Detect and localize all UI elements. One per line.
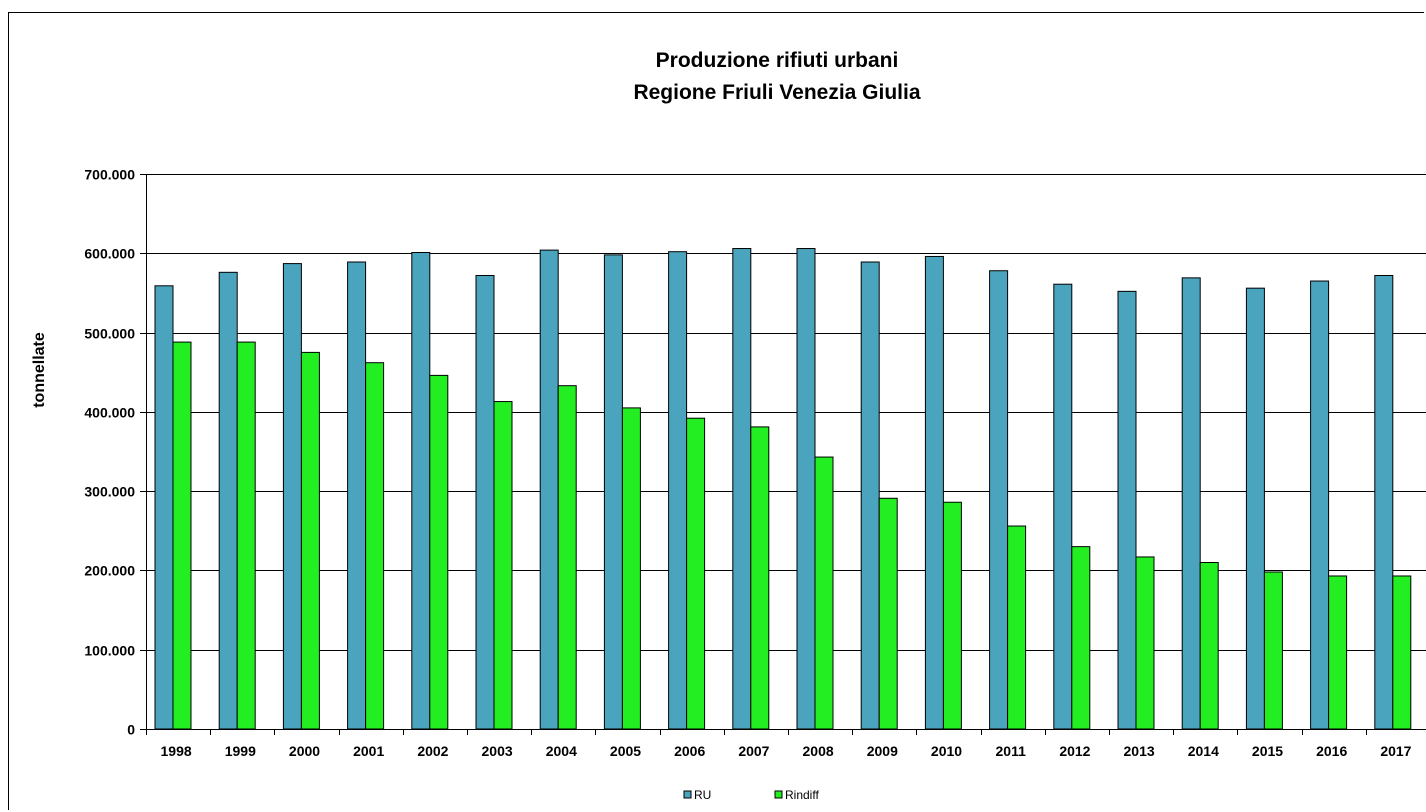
x-tick-label: 2001 — [353, 743, 384, 759]
bar-rindiff-2014 — [1200, 563, 1218, 730]
bar-ru-1999 — [219, 272, 237, 729]
bar-ru-2007 — [733, 249, 751, 729]
x-tick-label: 2008 — [803, 743, 834, 759]
bar-ru-2002 — [412, 252, 430, 729]
y-tick-label: 300.000 — [84, 484, 135, 500]
bar-ru-2016 — [1311, 281, 1329, 729]
gridlines — [146, 175, 1426, 651]
x-tick-label: 2014 — [1188, 743, 1219, 759]
bar-rindiff-2004 — [558, 386, 576, 729]
bar-rindiff-2003 — [494, 402, 512, 729]
bar-rindiff-1998 — [173, 342, 191, 729]
bar-ru-2008 — [797, 249, 815, 729]
bar-ru-2012 — [1054, 284, 1072, 729]
legend-swatch-rindiff — [775, 791, 782, 798]
bar-ru-1998 — [155, 286, 173, 729]
bar-ru-2005 — [604, 255, 622, 729]
legend: RU Rindiff — [684, 788, 819, 802]
bar-ru-2011 — [990, 271, 1008, 729]
bar-rindiff-1999 — [237, 342, 255, 729]
bar-rindiff-2012 — [1072, 547, 1090, 729]
bar-ru-2000 — [283, 264, 301, 729]
bar-rindiff-2006 — [687, 418, 705, 729]
legend-swatch-ru — [684, 791, 691, 798]
y-tick-label: 200.000 — [84, 563, 135, 579]
legend-label-ru: RU — [694, 788, 711, 802]
y-tick-label: 500.000 — [84, 326, 135, 342]
bar-rindiff-2015 — [1264, 572, 1282, 729]
x-tick-label: 2013 — [1124, 743, 1155, 759]
x-tick-label: 2007 — [738, 743, 769, 759]
x-tick-label: 2000 — [289, 743, 320, 759]
bar-rindiff-2007 — [751, 427, 769, 729]
bar-rindiff-2005 — [622, 408, 640, 729]
y-tick-label: 600.000 — [84, 246, 135, 262]
x-tick-label: 2015 — [1252, 743, 1283, 759]
bar-ru-2015 — [1246, 288, 1264, 729]
bar-rindiff-2009 — [879, 498, 897, 729]
bar-rindiff-2000 — [301, 352, 319, 729]
bar-ru-2009 — [861, 262, 879, 729]
y-tick-label: 100.000 — [84, 643, 135, 659]
x-tick-label: 2012 — [1059, 743, 1090, 759]
x-tick-label: 2003 — [482, 743, 513, 759]
bar-ru-2010 — [925, 256, 943, 729]
bar-ru-2014 — [1182, 278, 1200, 729]
x-tick-label: 2016 — [1316, 743, 1347, 759]
x-tick-label: 2010 — [931, 743, 962, 759]
bar-ru-2003 — [476, 275, 494, 729]
bar-rindiff-2001 — [366, 363, 384, 729]
legend-label-rindiff: Rindiff — [785, 788, 819, 802]
bar-ru-2006 — [669, 252, 687, 729]
bar-ru-2013 — [1118, 291, 1136, 729]
x-tick-label: 2017 — [1380, 743, 1411, 759]
x-tick-label: 2011 — [996, 743, 1027, 759]
x-tick-label: 1998 — [161, 743, 192, 759]
y-tick-label: 0 — [127, 722, 135, 738]
x-tick-label: 1999 — [225, 743, 256, 759]
bar-rindiff-2002 — [430, 375, 448, 729]
bar-ru-2001 — [348, 262, 366, 729]
bar-rindiff-2017 — [1393, 576, 1411, 729]
bar-ru-2017 — [1375, 275, 1393, 729]
bar-rindiff-2011 — [1008, 526, 1026, 729]
x-tick-label: 2002 — [417, 743, 448, 759]
y-tick-label: 400.000 — [84, 405, 135, 421]
x-tick-label: 2004 — [546, 743, 577, 759]
x-tick-label: 2006 — [674, 743, 705, 759]
x-tick-label: 2009 — [867, 743, 898, 759]
y-axis-title: tonnellate — [31, 332, 48, 408]
y-tick-label: 700.000 — [84, 167, 135, 183]
bars — [155, 249, 1411, 729]
bar-rindiff-2008 — [815, 457, 833, 729]
x-tick-label: 2005 — [610, 743, 641, 759]
chart-title-line-2: Regione Friuli Venezia Giulia — [633, 81, 920, 104]
bar-rindiff-2013 — [1136, 557, 1154, 729]
bar-rindiff-2016 — [1329, 576, 1347, 729]
bar-ru-2004 — [540, 250, 558, 729]
chart-title-line-1: Produzione rifiuti urbani — [656, 49, 899, 72]
bar-rindiff-2010 — [943, 502, 961, 729]
